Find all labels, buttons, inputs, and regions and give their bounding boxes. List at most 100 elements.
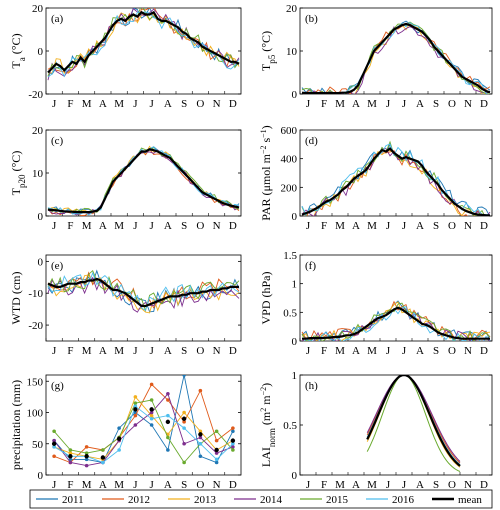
point-mean <box>116 436 122 441</box>
point-2011 <box>68 457 73 462</box>
series-mean <box>47 277 239 308</box>
x-tick-label: F <box>321 220 327 232</box>
point-mean <box>181 416 187 421</box>
x-tick-label: J <box>52 479 57 491</box>
y-tick-label: 1 <box>292 370 298 382</box>
x-tick-label: A <box>352 345 360 357</box>
y-tick-label: 10 <box>286 46 298 58</box>
panel-h: 00.51J F M A M J J A S O N D(h)LAInorm (m2 m−2) <box>259 370 493 491</box>
series-2016 <box>304 306 491 341</box>
x-tick-label: S <box>433 479 439 491</box>
point-mean <box>230 438 236 443</box>
x-tick-label: O <box>448 345 456 357</box>
legend-label-2016: 2016 <box>392 494 415 506</box>
x-tick-label: A <box>416 98 424 110</box>
x-tick-label: A <box>164 479 172 491</box>
axes-frame <box>299 7 493 95</box>
point-2014 <box>198 435 203 440</box>
y-tick-label: 0 <box>292 336 298 348</box>
point-2012 <box>133 413 138 418</box>
point-2011 <box>214 460 219 465</box>
panel-label: (c) <box>51 135 64 147</box>
series-mean <box>301 147 490 216</box>
point-2011 <box>166 448 170 452</box>
point-2014 <box>68 460 73 465</box>
x-tick-label: O <box>196 220 204 232</box>
series-2014 <box>53 392 234 467</box>
point-2016 <box>52 445 56 449</box>
series-2016 <box>53 405 234 464</box>
point-2011 <box>231 429 235 434</box>
point-2012 <box>198 388 203 393</box>
y-axis-label: VPD (hPa) <box>259 271 273 324</box>
x-tick-label: F <box>67 345 73 357</box>
x-tick-label: J <box>133 479 138 491</box>
x-tick-label: A <box>99 479 107 491</box>
series-mean <box>47 10 240 74</box>
point-2016 <box>214 457 219 462</box>
y-tick-label: 400 <box>281 154 298 166</box>
point-2014 <box>166 391 170 396</box>
panel-label: (g) <box>51 380 64 392</box>
x-tick-label: N <box>464 479 472 491</box>
x-tick-label: A <box>416 479 424 491</box>
point-2013 <box>133 395 138 399</box>
x-tick-label: A <box>352 479 360 491</box>
point-2012 <box>182 420 186 424</box>
point-2015 <box>101 448 105 452</box>
x-tick-label: S <box>181 220 187 232</box>
x-tick-label: F <box>67 98 73 110</box>
x-tick-label: A <box>164 98 172 110</box>
y-tick-label: 20 <box>32 3 44 15</box>
series-2016 <box>302 22 488 94</box>
x-tick-label: J <box>402 345 407 357</box>
point-2015 <box>84 451 89 455</box>
x-tick-label: F <box>67 479 73 491</box>
panel-label: (f) <box>305 260 316 272</box>
y-axis-label: Ta (°C) <box>9 33 27 68</box>
series-2013 <box>47 145 240 213</box>
point-mean <box>149 407 154 412</box>
x-tick-label: F <box>67 220 73 232</box>
point-mean <box>84 454 89 459</box>
x-tick-label: A <box>352 98 360 110</box>
x-tick-label: J <box>306 479 311 491</box>
point-2015 <box>166 435 170 440</box>
x-tick-label: M <box>82 479 92 491</box>
point-mean <box>133 407 138 412</box>
x-tick-label: A <box>164 345 172 357</box>
point-2016 <box>117 448 121 452</box>
x-tick-label: M <box>335 479 345 491</box>
legend-label-2014: 2014 <box>260 494 283 506</box>
point-2012 <box>214 438 219 443</box>
y-tick-label: 200 <box>281 182 298 194</box>
point-2015 <box>68 448 73 452</box>
x-tick-label: M <box>367 479 377 491</box>
y-tick-label: -20 <box>28 320 43 332</box>
x-tick-label: J <box>149 98 154 110</box>
series-mean <box>301 22 491 94</box>
point-2015 <box>149 398 154 402</box>
x-tick-label: J <box>133 220 138 232</box>
x-tick-label: M <box>367 345 377 357</box>
x-tick-label: N <box>213 220 221 232</box>
y-tick-label: -10 <box>28 288 43 300</box>
point-2014 <box>231 445 235 449</box>
point-2015 <box>214 429 219 434</box>
series-2016 <box>47 11 240 78</box>
series-2013 <box>53 396 234 460</box>
x-tick-label: S <box>433 345 439 357</box>
x-tick-label: A <box>164 220 172 232</box>
series-2012 <box>302 150 482 216</box>
x-tick-label: D <box>229 220 237 232</box>
x-tick-label: N <box>464 345 472 357</box>
panel-label: (h) <box>305 380 318 392</box>
series-2013 <box>366 375 461 468</box>
axes-frame <box>45 254 242 342</box>
y-tick-label: 100 <box>27 408 44 420</box>
series-2015 <box>53 399 234 464</box>
x-tick-label: M <box>82 220 92 232</box>
